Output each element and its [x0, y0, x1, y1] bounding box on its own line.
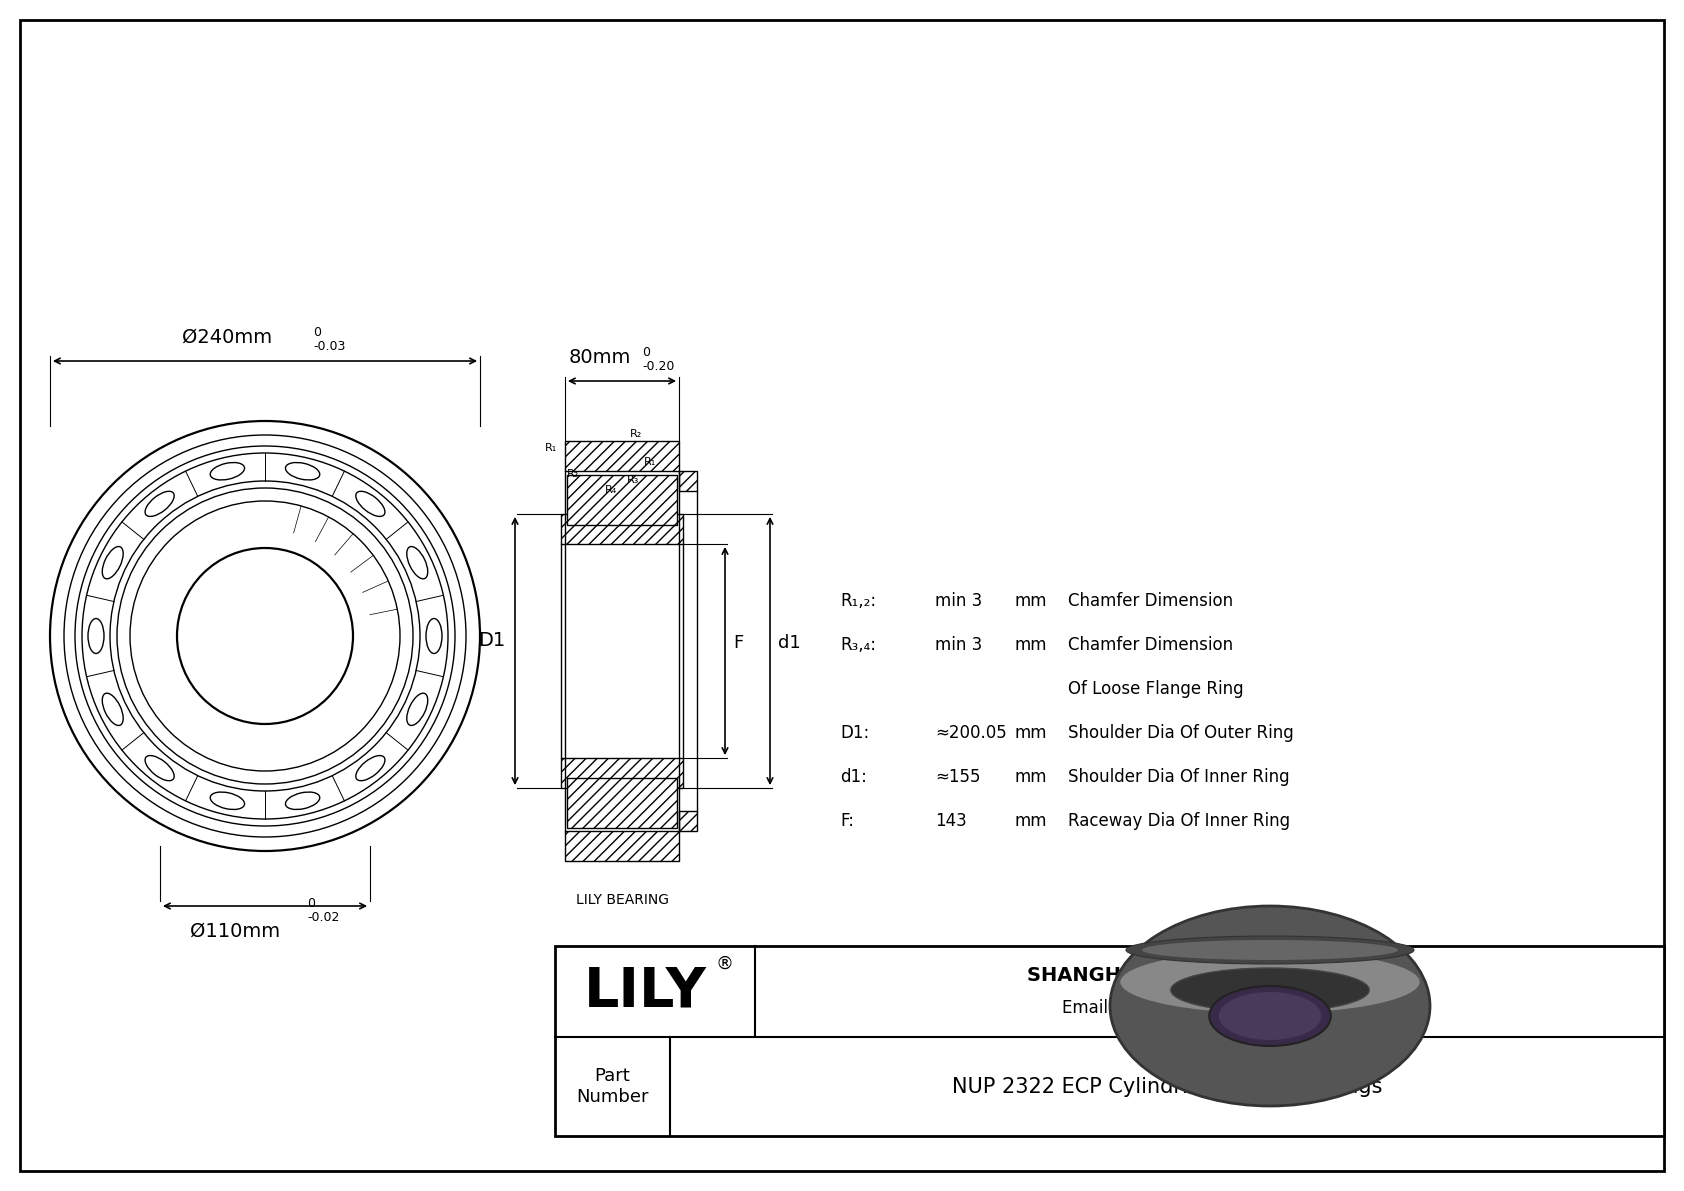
Bar: [561, 757, 684, 788]
Text: d1: d1: [778, 634, 802, 651]
Bar: [556, 946, 1664, 1136]
Text: ®: ®: [716, 955, 733, 973]
Text: R₂: R₂: [568, 469, 579, 479]
Text: D1:: D1:: [840, 724, 869, 742]
Text: 80mm: 80mm: [569, 348, 632, 367]
Text: SHANGHAI LILY BEARING LIMITED: SHANGHAI LILY BEARING LIMITED: [1027, 966, 1393, 985]
Text: mm: mm: [1015, 812, 1047, 830]
Bar: [679, 811, 697, 831]
Ellipse shape: [1209, 986, 1330, 1046]
Text: Shoulder Dia Of Inner Ring: Shoulder Dia Of Inner Ring: [1068, 768, 1290, 786]
Text: 0: 0: [313, 326, 322, 339]
Bar: [568, 474, 677, 524]
Text: LILY BEARING: LILY BEARING: [576, 893, 669, 908]
Text: R₃: R₃: [626, 475, 640, 485]
Text: Raceway Dia Of Inner Ring: Raceway Dia Of Inner Ring: [1068, 812, 1290, 830]
Text: Of Loose Flange Ring: Of Loose Flange Ring: [1068, 680, 1243, 698]
Text: ≈155: ≈155: [935, 768, 980, 786]
Text: d1:: d1:: [840, 768, 867, 786]
Text: Shoulder Dia Of Outer Ring: Shoulder Dia Of Outer Ring: [1068, 724, 1293, 742]
Text: -0.20: -0.20: [642, 360, 674, 373]
Ellipse shape: [1219, 992, 1322, 1040]
Text: -0.02: -0.02: [306, 911, 340, 924]
Text: R₁,₂:: R₁,₂:: [840, 592, 876, 610]
Ellipse shape: [1142, 940, 1398, 960]
Text: 0: 0: [642, 347, 650, 358]
Text: LILY: LILY: [584, 965, 706, 1018]
Text: mm: mm: [1015, 768, 1047, 786]
Text: mm: mm: [1015, 592, 1047, 610]
Bar: [566, 831, 679, 861]
Bar: [566, 441, 679, 470]
Ellipse shape: [1110, 906, 1430, 1106]
Text: R₁: R₁: [544, 443, 557, 453]
Text: NUP 2322 ECP Cylindrical Roller Bearings: NUP 2322 ECP Cylindrical Roller Bearings: [951, 1077, 1383, 1097]
Text: Chamfer Dimension: Chamfer Dimension: [1068, 636, 1233, 654]
Text: R₄: R₄: [605, 485, 616, 495]
Ellipse shape: [1127, 936, 1415, 964]
Bar: [568, 778, 677, 828]
Text: F: F: [733, 634, 743, 651]
Text: F:: F:: [840, 812, 854, 830]
Text: mm: mm: [1015, 636, 1047, 654]
Text: Part
Number: Part Number: [576, 1067, 648, 1106]
Text: min 3: min 3: [935, 592, 982, 610]
Text: 143: 143: [935, 812, 967, 830]
Bar: [679, 470, 697, 491]
Text: R₁: R₁: [643, 457, 657, 467]
Ellipse shape: [1170, 968, 1369, 1012]
Text: 0: 0: [306, 897, 315, 910]
Text: -0.03: -0.03: [313, 339, 345, 353]
Text: Ø110mm: Ø110mm: [190, 922, 280, 941]
Text: R₃,₄:: R₃,₄:: [840, 636, 876, 654]
Ellipse shape: [1120, 950, 1420, 1014]
Text: Ø240mm: Ø240mm: [182, 328, 273, 347]
Text: ≈200.05: ≈200.05: [935, 724, 1007, 742]
Bar: [561, 515, 684, 544]
Text: mm: mm: [1015, 724, 1047, 742]
Text: min 3: min 3: [935, 636, 982, 654]
Text: Email: lilybearing@lily-bearing.com: Email: lilybearing@lily-bearing.com: [1063, 998, 1357, 1017]
Text: R₂: R₂: [630, 429, 642, 439]
Text: D1: D1: [478, 631, 505, 650]
Text: Chamfer Dimension: Chamfer Dimension: [1068, 592, 1233, 610]
